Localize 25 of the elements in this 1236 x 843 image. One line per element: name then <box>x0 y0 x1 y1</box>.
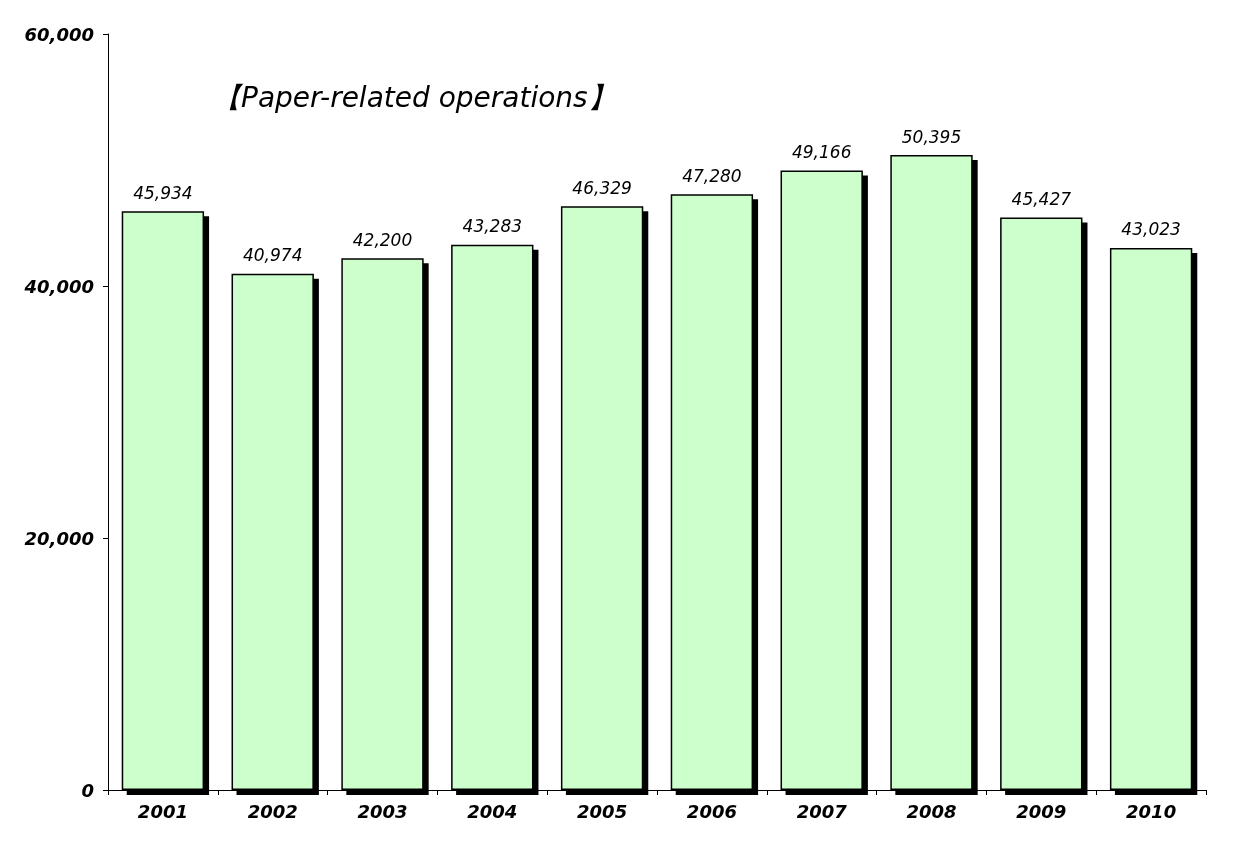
x-tick-label: 2003 <box>357 800 408 822</box>
x-tick-label: 2007 <box>796 800 848 822</box>
data-label: 50,395 <box>901 126 962 147</box>
y-tick-label: 0 <box>81 779 94 801</box>
x-tick-label: 2004 <box>467 800 518 822</box>
data-label: 49,166 <box>791 142 852 163</box>
x-tick-label: 2001 <box>137 800 188 822</box>
y-tick-label: 20,000 <box>24 527 94 549</box>
text: 【Paper-related operations】 <box>213 80 616 114</box>
y-tick-label: 60,000 <box>24 23 94 45</box>
data-label: 43,023 <box>1121 219 1181 240</box>
data-label: 47,280 <box>682 165 742 186</box>
x-tick-label: 2009 <box>1016 800 1067 822</box>
data-label: 40,974 <box>242 245 303 266</box>
data-label: 45,427 <box>1011 189 1072 210</box>
x-tick-label: 2005 <box>577 800 628 822</box>
x-tick-label: 2008 <box>906 800 957 822</box>
x-tick-label: 2010 <box>1126 800 1177 822</box>
x-tick-label: 2002 <box>247 800 298 822</box>
data-label: 42,200 <box>352 229 413 250</box>
x-tick-label: 2006 <box>686 800 737 822</box>
data-label: 46,329 <box>572 177 632 198</box>
data-label: 43,283 <box>462 216 523 237</box>
data-label: 45,934 <box>133 182 193 203</box>
y-tick-label: 40,000 <box>23 275 94 297</box>
